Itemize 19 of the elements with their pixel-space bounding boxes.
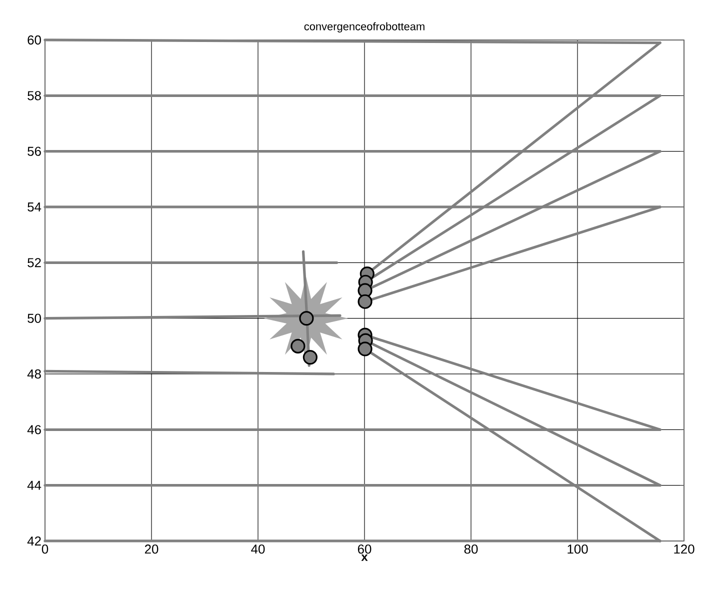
x-tick-label: 20 [144, 544, 158, 554]
x-tick-label: 60 [358, 544, 372, 554]
y-tick-label: 46 [27, 425, 41, 434]
y-tick-label: 48 [27, 369, 41, 379]
y-tick-label: 44 [27, 480, 42, 490]
x-tick-label: 0 [42, 544, 48, 554]
y-tick-label: 54 [28, 202, 42, 212]
chart-title: convergenceofrobotteam [304, 22, 424, 32]
y-tick-label: 50 [28, 314, 41, 323]
x-tick-label: 100 [568, 544, 588, 554]
x-tick-label: 40 [251, 544, 265, 554]
x-tick-label: 80 [464, 544, 478, 554]
x-tick-label: 120 [674, 544, 694, 554]
y-tick-label: 58 [28, 91, 41, 100]
x-axis-title: x [361, 554, 368, 561]
y-tick-label: 60 [28, 35, 41, 45]
y-tick-label: 56 [28, 146, 41, 156]
y-tick-label: 52 [28, 258, 41, 268]
y-tick-label: 42 [27, 536, 41, 546]
